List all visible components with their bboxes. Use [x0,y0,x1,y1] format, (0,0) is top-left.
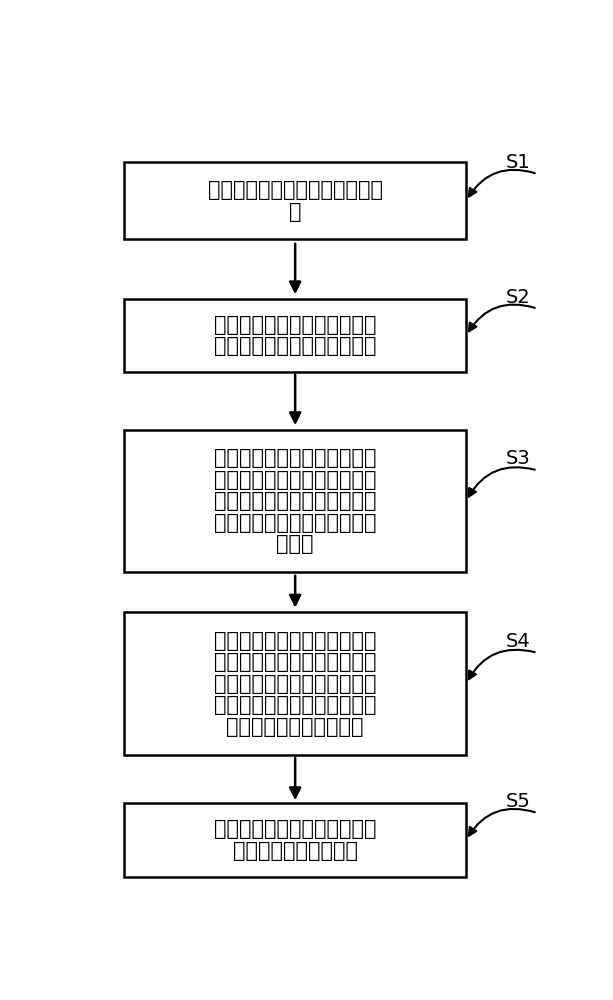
Bar [124,612,466,755]
FancyArrowPatch shape [469,467,535,497]
Text: 若黑场信号模块接收到丢失状: 若黑场信号模块接收到丢失状 [214,631,376,651]
Text: S4: S4 [506,632,531,651]
FancyArrowPatch shape [469,809,535,836]
Bar [124,162,466,239]
Bar [124,430,466,572]
Text: S1: S1 [506,153,531,172]
Text: 幕信号转变成视觉画面: 幕信号转变成视觉画面 [233,841,357,861]
Text: 息；若同步信号为锁定状态，: 息；若同步信号为锁定状态， [214,491,376,511]
Text: 若同步信号为丢失状态，则向: 若同步信号为丢失状态，则向 [214,448,376,468]
Text: 接收到锁定状态消息，则发送: 接收到锁定状态消息，则发送 [214,695,376,715]
Text: S2: S2 [506,288,531,307]
Text: 态: 态 [289,202,302,222]
Text: 态消息，则发送黑场信号给字: 态消息，则发送黑场信号给字 [214,652,376,672]
Text: 则向字幕渲染模块发送锁定状: 则向字幕渲染模块发送锁定状 [214,513,376,533]
Text: 字幕信号给字幕输出模块: 字幕信号给字幕输出模块 [226,717,364,737]
FancyArrowPatch shape [469,305,535,331]
Text: S3: S3 [506,449,531,468]
Text: 态消息: 态消息 [276,534,314,554]
Text: 幕输出模块；若字幕渲染模块: 幕输出模块；若字幕渲染模块 [214,674,376,694]
Bar [124,299,466,372]
FancyArrowPatch shape [469,170,535,197]
Text: 获取当前字幕板卡的同步信号状: 获取当前字幕板卡的同步信号状 [208,180,383,200]
Text: 黑场信号模块发送丢失状态消: 黑场信号模块发送丢失状态消 [214,470,376,490]
Text: 状态分为锁定状态和丢失状态: 状态分为锁定状态和丢失状态 [214,336,376,356]
Text: S5: S5 [506,792,531,811]
Text: 字幕输出模块将黑场信号或字: 字幕输出模块将黑场信号或字 [214,819,376,839]
Bar [124,803,466,877]
Text: 判断同步信号状态，同步信号: 判断同步信号状态，同步信号 [214,315,376,335]
FancyArrowPatch shape [469,650,535,679]
